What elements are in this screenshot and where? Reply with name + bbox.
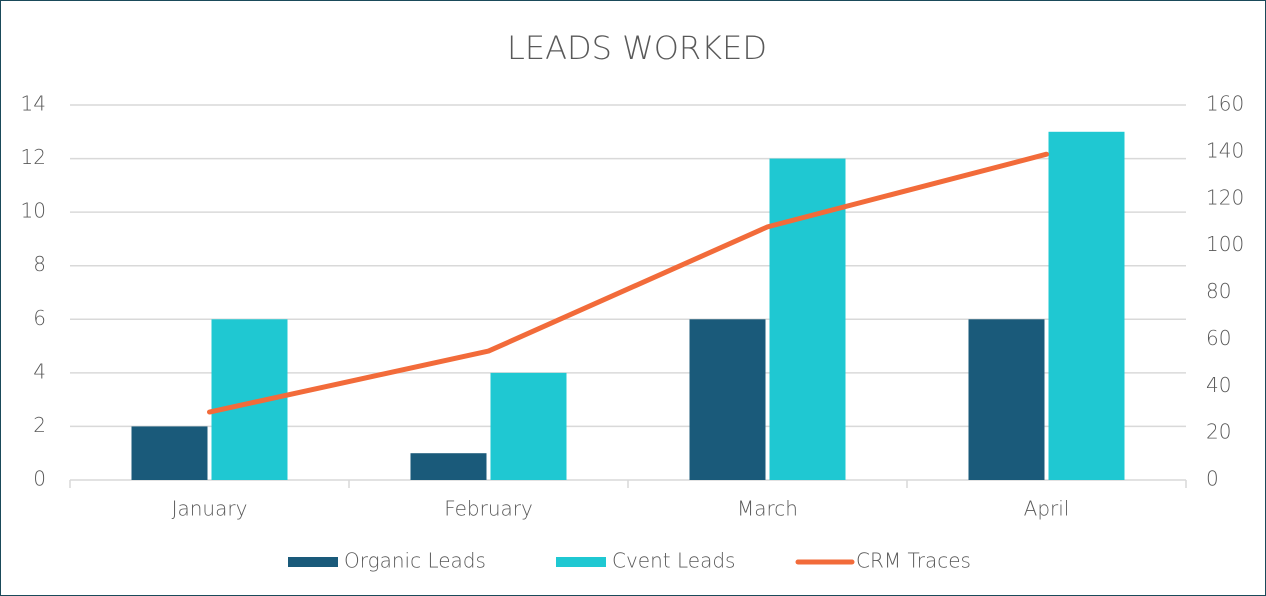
y2-tick-label: 20	[1206, 420, 1231, 444]
x-tick-label: January	[172, 497, 248, 521]
y2-tick-label: 100	[1206, 232, 1244, 256]
y-tick-label: 14	[21, 92, 46, 116]
bar	[689, 319, 766, 480]
bar	[131, 426, 208, 480]
y-tick-label: 0	[33, 467, 46, 491]
legend-label: CRM Traces	[856, 549, 971, 573]
bar	[968, 319, 1045, 480]
y-tick-label: 2	[33, 413, 46, 437]
legend-label: Organic Leads	[344, 549, 486, 573]
y-tick-label: 4	[33, 359, 46, 383]
y2-tick-label: 80	[1206, 279, 1231, 303]
y-tick-label: 10	[21, 199, 46, 223]
line	[207, 151, 1049, 415]
x-tick-label: March	[737, 497, 798, 521]
y2-tick-label: 0	[1206, 467, 1219, 491]
y2-tick-label: 120	[1206, 185, 1244, 209]
x-tick-label: April	[1024, 497, 1070, 521]
legend-swatch	[556, 557, 606, 567]
bar	[490, 372, 567, 480]
chart-title: LEADS WORKED	[507, 29, 767, 67]
legend-label: Cvent Leads	[612, 549, 735, 573]
y2-tick-label: 140	[1206, 138, 1244, 162]
y2-tick-label: 160	[1206, 92, 1244, 116]
x-tick-label: February	[444, 497, 533, 521]
y-tick-label: 8	[33, 252, 46, 276]
legend-swatch	[288, 557, 338, 567]
y2-tick-label: 40	[1206, 373, 1231, 397]
y-tick-label: 12	[21, 145, 46, 169]
y2-tick-label: 60	[1206, 326, 1231, 350]
bar	[410, 453, 487, 480]
bar	[769, 158, 846, 481]
bar	[1048, 131, 1125, 481]
y-tick-label: 6	[33, 306, 46, 330]
